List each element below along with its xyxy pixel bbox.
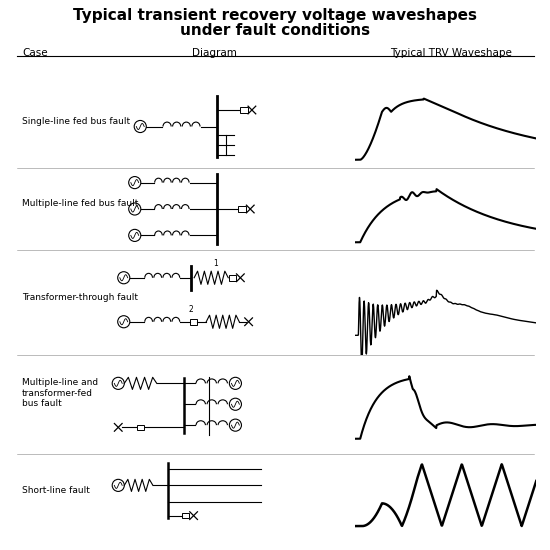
Bar <box>182 513 189 518</box>
Text: under fault conditions: under fault conditions <box>180 23 370 38</box>
Bar <box>138 425 144 430</box>
Text: 1: 1 <box>213 258 218 268</box>
Bar <box>190 319 197 324</box>
Text: Case: Case <box>22 48 48 58</box>
Text: Typical TRV Waveshape: Typical TRV Waveshape <box>390 48 512 58</box>
Text: 2: 2 <box>189 305 194 314</box>
Text: Single-line fed bus fault: Single-line fed bus fault <box>22 117 130 125</box>
Text: Short-line fault: Short-line fault <box>22 486 90 496</box>
Bar <box>238 206 246 212</box>
Text: Multiple-line fed bus fault: Multiple-line fed bus fault <box>22 199 139 208</box>
Text: Diagram: Diagram <box>192 48 237 58</box>
Text: Typical transient recovery voltage waveshapes: Typical transient recovery voltage waves… <box>73 8 477 23</box>
Bar <box>240 107 248 113</box>
Bar <box>229 275 236 280</box>
Text: Transformer-through fault: Transformer-through fault <box>22 293 138 301</box>
Text: Multiple-line and
transformer-fed
bus fault: Multiple-line and transformer-fed bus fa… <box>22 378 98 408</box>
